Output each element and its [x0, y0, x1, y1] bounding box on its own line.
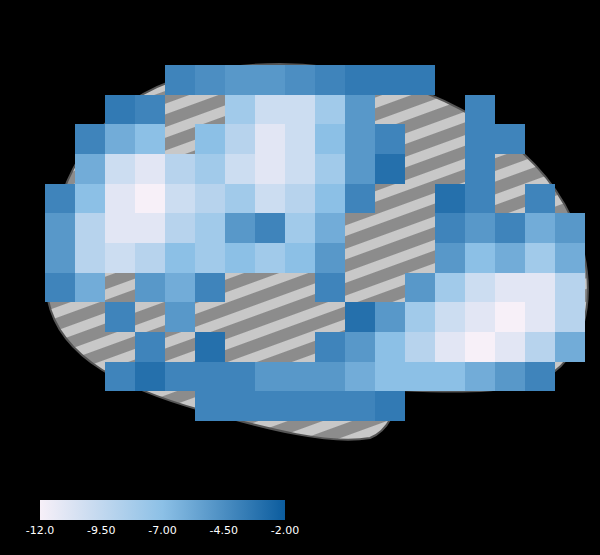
svg-text:-4.50: -4.50: [210, 524, 238, 537]
svg-text:-12.0: -12.0: [26, 524, 54, 537]
svg-text:-2.00: -2.00: [271, 524, 299, 537]
svg-text:-7.00: -7.00: [148, 524, 176, 537]
svg-text:-9.50: -9.50: [87, 524, 115, 537]
